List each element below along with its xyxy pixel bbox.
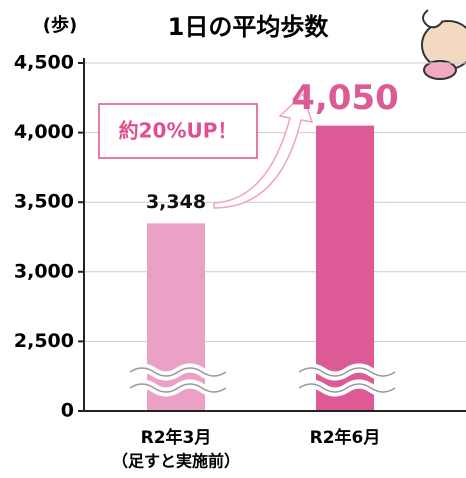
y-axis-label: (歩) bbox=[43, 15, 77, 36]
y-tick-label: 3,000 bbox=[14, 260, 74, 282]
y-tick-label: 3,500 bbox=[14, 191, 74, 213]
mascot bbox=[422, 10, 466, 79]
chart-title: 1日の平均歩数 bbox=[168, 13, 330, 41]
y-tick-label: 2,500 bbox=[14, 330, 74, 352]
axis-break bbox=[130, 368, 395, 392]
y-tick-label: 0 bbox=[61, 400, 74, 422]
annotation: 約20%UP！ bbox=[119, 119, 238, 143]
chart: (歩) 1日の平均歩数 約20%UP！ （足すと実施前） 0 2,500 3,000… bbox=[0, 0, 466, 478]
x-tick-label: R2年6月 bbox=[310, 427, 381, 448]
x-tick-label: R2年3月 bbox=[141, 427, 212, 448]
y-tick-label: 4,000 bbox=[14, 121, 74, 143]
category-note: （足すと実施前） bbox=[112, 452, 240, 471]
value-label: 4,050 bbox=[291, 78, 399, 118]
value-label: 3,348 bbox=[146, 191, 206, 213]
y-tick-label: 4,500 bbox=[14, 52, 74, 74]
